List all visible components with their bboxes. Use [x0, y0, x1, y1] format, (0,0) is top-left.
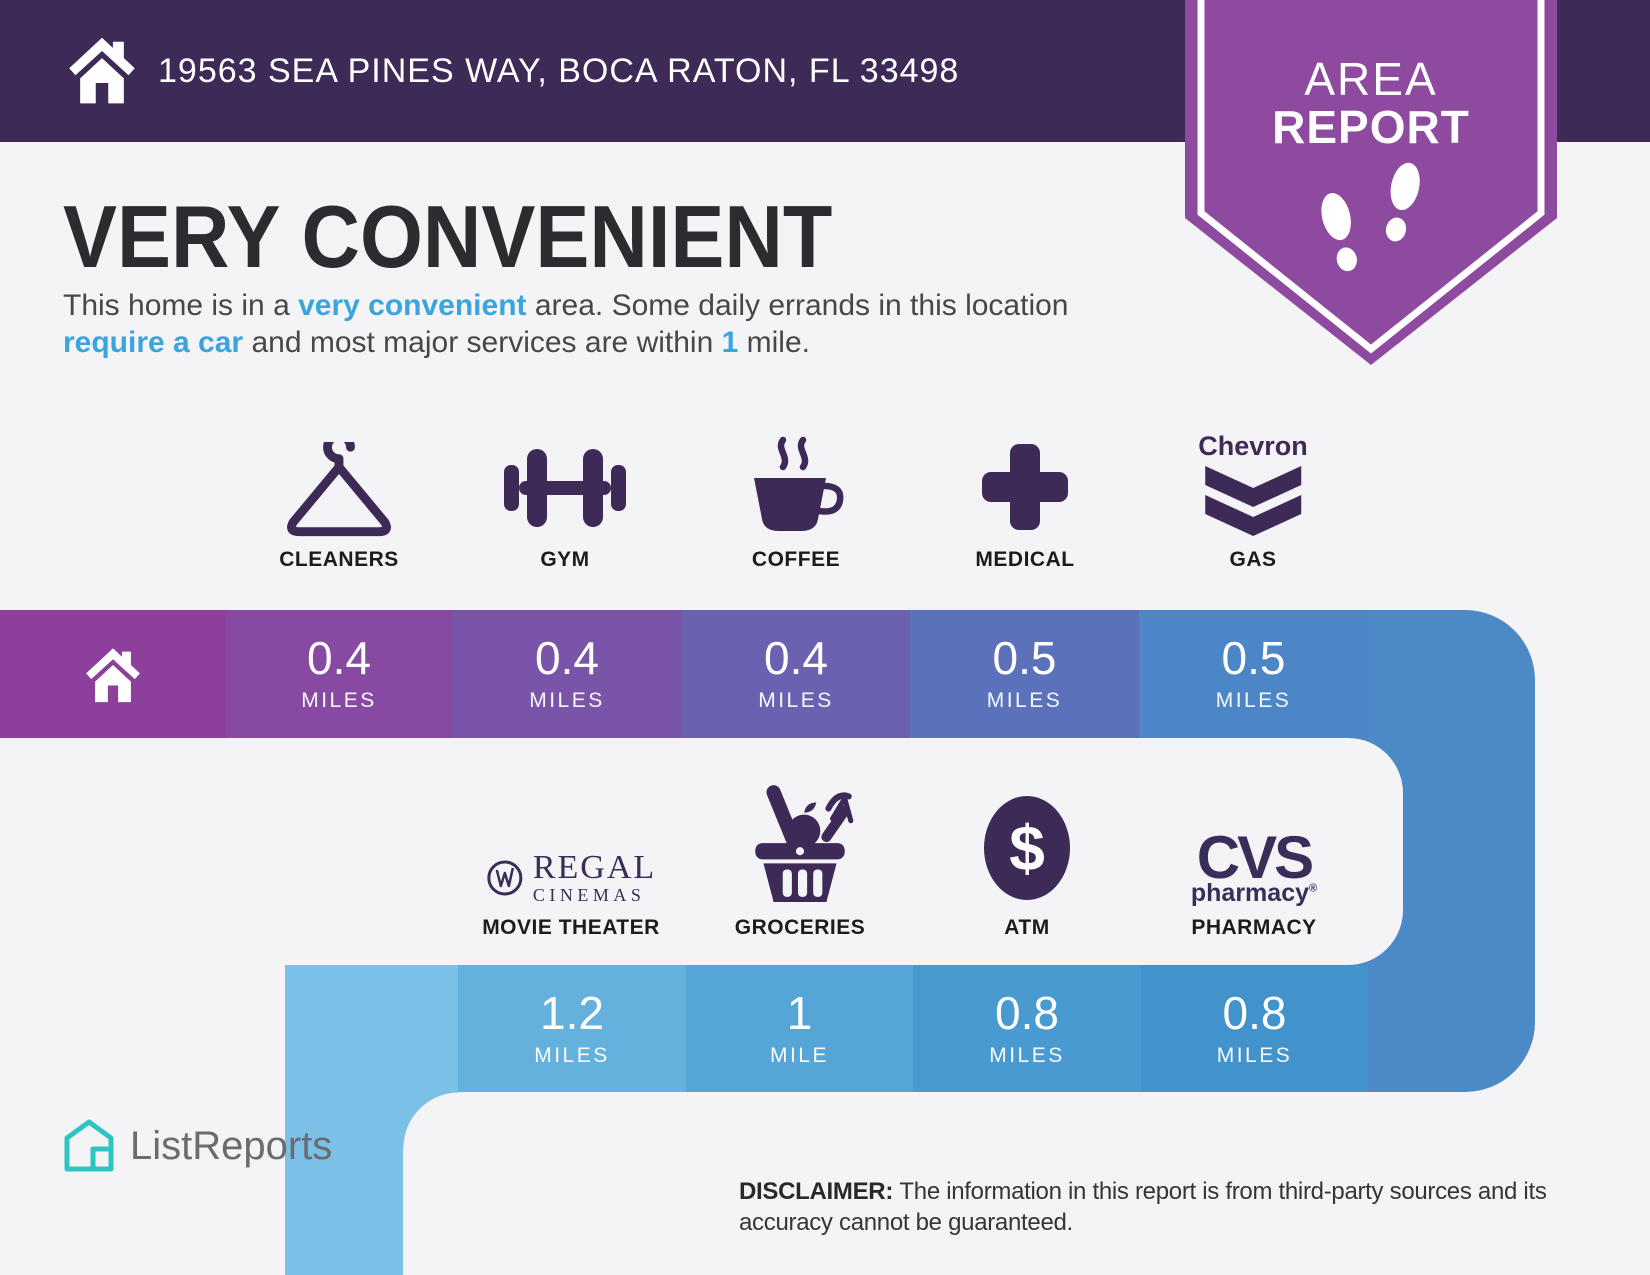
disclaimer-line2: accuracy cannot be guaranteed.: [739, 1209, 1073, 1237]
path-turn-cell: [285, 965, 458, 1092]
distance-cell-movie-theater: 1.2 MILES: [458, 965, 686, 1092]
distance-unit: MILES: [534, 1043, 610, 1067]
regal-cinemas-logo: REGAL CINEMAS: [486, 772, 656, 904]
disclaimer-label: DISCLAIMER:: [739, 1178, 900, 1205]
grocery-basket-icon: [739, 772, 861, 904]
distance-unit: MILES: [758, 689, 834, 712]
regal-cinemas-wordmark: REGAL CINEMAS: [486, 851, 656, 904]
badge-title-line2: REPORT: [1272, 101, 1470, 153]
distance-value: 0.4: [764, 632, 828, 684]
intro-text: area. Some daily errands in this locatio…: [526, 289, 1069, 322]
home-icon: [63, 30, 141, 113]
distance-cell-pharmacy: 0.8 MILES: [1141, 965, 1368, 1092]
intro-text: This home is in a: [63, 289, 299, 322]
distance-cell-medical: 0.5 MILES: [910, 610, 1139, 738]
listreports-logo: ListReports: [63, 1118, 332, 1174]
service-label-gas: GAS: [1229, 548, 1277, 571]
intro-highlight: require a car: [63, 326, 244, 360]
distance-cell-groceries: 1 MILE: [686, 965, 913, 1092]
listreports-house-icon: [64, 1119, 114, 1172]
service-label-movie-theater: MOVIE THEATER: [482, 916, 660, 939]
distance-cell-gym: 0.4 MILES: [452, 610, 682, 738]
cvs-pharmacy-wordmark: CVS pharmacy®: [1190, 823, 1318, 907]
distance-unit: MILE: [769, 1043, 829, 1067]
area-report-badge: AREA REPORT: [1185, 0, 1557, 372]
distance-cell-atm: 0.8 MILES: [913, 965, 1141, 1092]
distance-value: 0.4: [307, 632, 371, 684]
service-label-groceries: GROCERIES: [734, 916, 866, 939]
middle-card-background: [0, 738, 1403, 965]
service-label-cleaners: CLEANERS: [279, 548, 399, 571]
distance-cell-gas: 0.5 MILES: [1139, 610, 1368, 738]
intro-paragraph: This home is in a very convenient area. …: [63, 287, 1073, 361]
chevron-wordmark: Chevron: [1198, 431, 1308, 461]
distance-value: 0.5: [1221, 632, 1286, 684]
distance-cell-cleaners: 0.4 MILES: [226, 610, 452, 738]
distance-cell-coffee: 0.4 MILES: [682, 610, 910, 738]
atm-dollar-icon: $: [980, 772, 1074, 904]
distance-unit: MILES: [301, 689, 377, 712]
distance-value: 0.8: [995, 986, 1059, 1039]
disclaimer-line1: The information in this report is from t…: [899, 1178, 1547, 1205]
intro-highlight: very convenient: [298, 289, 527, 322]
service-label-medical: MEDICAL: [975, 548, 1075, 571]
service-label-atm: ATM: [1004, 916, 1050, 939]
cvs-pharmacy-logo: CVS pharmacy®: [1190, 772, 1318, 907]
intro-text: and most major services are within: [243, 326, 722, 360]
chevron-logo: Chevron: [1198, 420, 1308, 538]
service-label-pharmacy: PHARMACY: [1191, 916, 1317, 939]
medical-cross-icon: [973, 420, 1077, 538]
hanger-icon: [280, 420, 398, 538]
distance-unit: MILES: [989, 1043, 1065, 1067]
distance-unit: MILES: [1216, 1043, 1293, 1067]
intro-text: mile.: [738, 326, 810, 360]
distance-value: 0.8: [1222, 986, 1287, 1039]
listreports-wordmark: ListReports: [130, 1123, 333, 1168]
distance-bar-row2: 1.2 MILES 1 MILE 0.8 MILES 0.8 MILES: [285, 965, 1368, 1092]
property-address: 19563 SEA PINES WAY, BOCA RATON, FL 3349…: [158, 51, 960, 90]
distance-value: 0.4: [535, 632, 599, 684]
dumbbell-icon: [499, 420, 631, 538]
intro-highlight: 1: [721, 326, 739, 360]
home-icon: [86, 648, 140, 703]
distance-value: 1.2: [540, 986, 604, 1039]
distance-unit: MILES: [529, 689, 605, 712]
chevron-marks: [1205, 466, 1301, 536]
footprints-icon: [1321, 162, 1420, 272]
disclaimer-text: DISCLAIMER: The information in this repo…: [739, 1176, 1619, 1238]
badge-title-line1: AREA: [1304, 53, 1438, 105]
coffee-cup-icon: [740, 420, 852, 538]
service-label-gym: GYM: [540, 548, 590, 571]
distance-value: 0.5: [992, 632, 1057, 684]
distance-unit: MILES: [986, 689, 1063, 712]
svg-text:$: $: [1009, 812, 1045, 884]
distance-unit: MILES: [1215, 689, 1292, 712]
distance-bar-row1: 0.4 MILES 0.4 MILES 0.4 MILES 0.5 MILES 0.5 MILES: [0, 610, 1368, 738]
service-label-coffee: COFFEE: [751, 548, 841, 571]
page-title: VERY CONVENIENT: [63, 187, 833, 286]
dollar-circle: $: [984, 796, 1070, 900]
distance-path-inner-corner: [403, 1092, 459, 1148]
home-start-cell: [0, 610, 226, 738]
distance-value: 1: [786, 986, 813, 1039]
